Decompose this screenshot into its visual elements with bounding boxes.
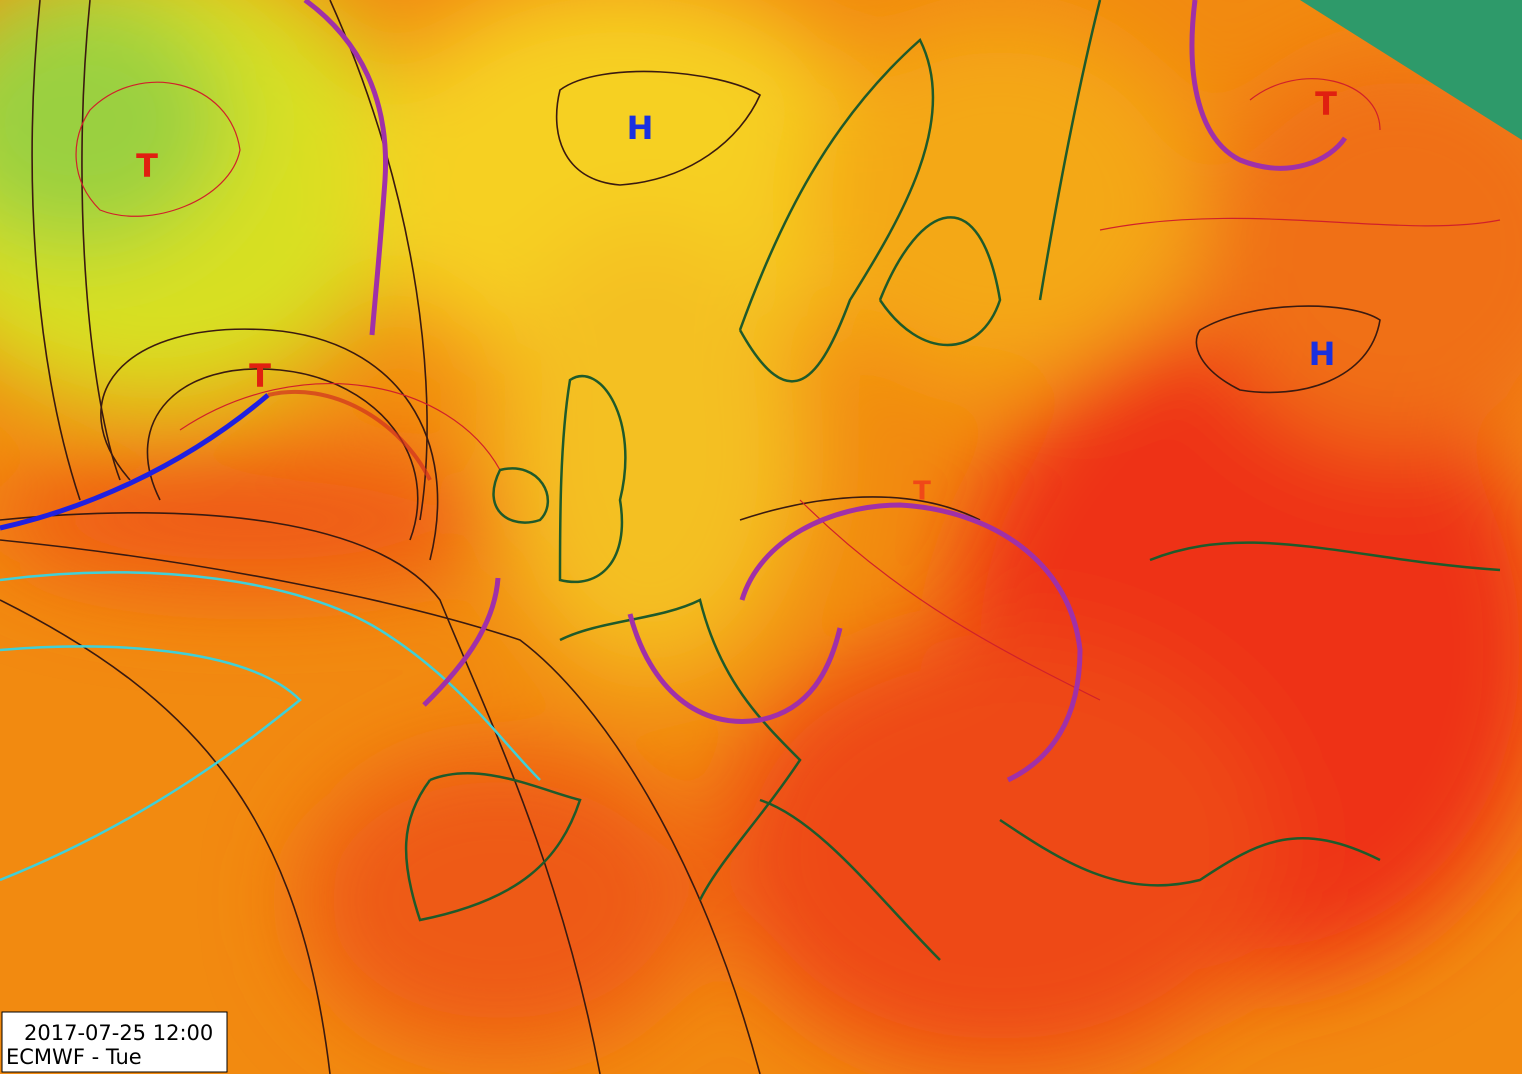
fronts <box>0 0 1348 783</box>
front <box>267 389 432 481</box>
occluded-front <box>627 613 843 724</box>
low-label: T <box>913 477 931 507</box>
isotherm-cyan <box>0 645 302 882</box>
occluded-front <box>1189 0 1348 171</box>
occluded-front <box>422 577 501 707</box>
model-day: ECMWF - Tue <box>6 1045 142 1069</box>
occluded-front <box>303 0 389 336</box>
coastlines <box>404 0 1501 961</box>
isobars <box>0 0 1381 1074</box>
outside-domain <box>1300 0 1522 140</box>
datetime: 2017-07-25 12:00 <box>24 1021 213 1045</box>
low-label: T <box>249 357 271 395</box>
isotherms <box>75 78 1501 701</box>
isotherm-cyan <box>0 571 541 781</box>
low-label: T <box>1315 85 1337 123</box>
high-label: H <box>1309 335 1336 373</box>
info-box <box>1 1011 228 1073</box>
low-label: T <box>136 147 158 185</box>
high-label: H <box>627 109 654 147</box>
occluded-front <box>739 502 1083 783</box>
cold-front <box>0 393 270 531</box>
